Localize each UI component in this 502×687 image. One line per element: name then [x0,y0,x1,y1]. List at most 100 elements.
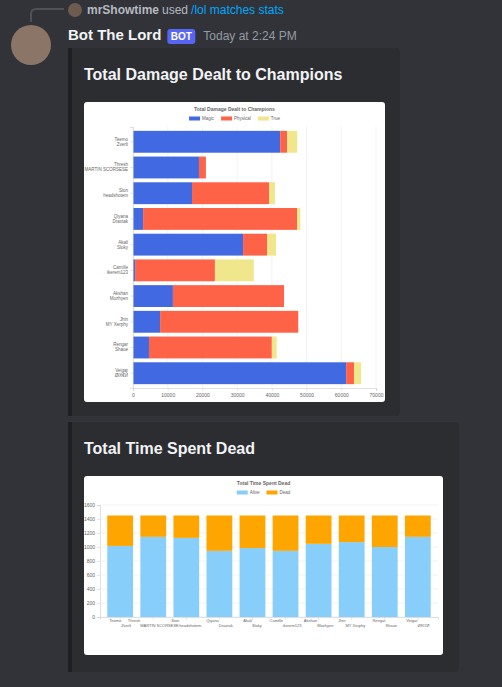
tick-label: AkshanMozhyen [304,618,334,628]
reply-command: /lol matches stats [191,3,284,17]
legend-item: Physical [221,116,251,121]
tick-label-line: Sion [171,618,179,623]
tick-label: 40000 [265,392,279,398]
tick: 1600 [84,502,100,508]
bar [405,537,431,617]
tick: AkshanMozhyen [304,617,334,628]
tick-mark [97,603,100,604]
bar [133,157,199,179]
tick-mark [97,617,100,618]
timestamp: Today at 2:24 PM [203,29,296,43]
bar [298,311,299,333]
tick-label: 600 [87,572,96,578]
tick-label-line: Sloky [252,623,262,628]
tick: 400 [87,586,100,592]
tick-label-line: ikerem123 [107,270,129,275]
tick-mark [252,617,253,620]
tick-label-line: Veigar [406,618,418,623]
bar [133,337,149,359]
tick-mark [186,617,187,620]
tick-label: VeigarØłX€Й [406,618,429,628]
tick-label-line: Shaue [386,623,398,628]
plot: 010000200003000040000500006000070000Teem… [85,127,384,398]
tick-label-line: ikerem123 [283,623,302,628]
tick: TeemoZverlt [114,137,133,147]
tick-mark [351,617,352,620]
grid-line [376,127,377,388]
bar [143,208,297,230]
bar [339,516,365,543]
tick: QiyanaDraxtak [112,214,133,224]
tick-mark [97,561,100,562]
value-axis: 02004006008001000120014001600 [84,502,101,620]
axis-line [130,128,134,389]
tick-label: AkaliSloky [117,240,129,250]
bar [346,362,354,384]
tick-mark [130,167,133,168]
bar [240,516,266,549]
tick-label: ThreshMARTIN SCORSESE [128,618,179,628]
bar [273,516,299,551]
tick: RengarShaue [372,617,397,628]
reply-text: used [162,3,188,17]
legend-item: True [258,116,281,121]
legend-swatch [258,117,269,121]
tick-label: RengarShaue [372,618,397,628]
value-axis: 010000200003000040000500006000070000 [132,388,384,398]
tick-label: RengarShaue [113,342,128,352]
tick-label: 1200 [84,530,95,536]
reply-user: mrShowtime [87,3,159,17]
tick-mark [168,388,169,391]
tick-label: 60000 [335,392,349,398]
tick-mark [97,519,100,520]
bar [243,234,267,256]
chart: Total Damage Dealt to ChampionsMagicPhys… [84,102,385,402]
tick: 800 [87,558,100,564]
chart-title: Total Time Spent Dead [237,480,290,486]
bar [199,157,206,179]
bar [133,131,280,153]
tick-label: JhinMY Xerphy [106,317,129,327]
bar [354,362,361,384]
tick-label-line: Camille [270,618,284,623]
tick: 1000 [84,544,100,550]
bar [267,234,276,256]
legend-label: Dead [280,490,291,495]
bot-badge: BOT [171,31,192,42]
tick-label-line: MY Xerphy [106,322,129,327]
tick: 50000 [300,388,314,398]
tick-label: 1600 [84,502,95,508]
tick-label-line: Shaue [115,347,129,352]
tick-mark [97,589,100,590]
tick-label: 200 [87,600,96,606]
tick-mark [219,617,220,620]
bar [215,259,254,281]
tick: Camilleikerem123 [270,617,303,628]
embed-title: Total Damage Dealt to Champions [84,66,343,83]
bar [133,208,143,230]
bar [192,182,269,204]
tick-label: TeemoZverlt [114,137,128,147]
tick-mark [130,218,133,219]
tick-label: QiyanaDraxtak [112,214,128,224]
bar [133,362,346,384]
legend-label: True [271,116,281,121]
tick: AkshanMozhyen [110,291,133,301]
tick-label: 0 [132,392,135,398]
author-avatar [11,25,51,65]
tick: 1400 [84,516,100,522]
tick: AkaliSloky [117,240,133,250]
bar [173,538,199,617]
bar [160,311,298,333]
tick-label: 800 [87,558,96,564]
tick-label: AkshanMozhyen [110,291,129,301]
tick: 30000 [231,388,245,398]
chart-background [84,476,443,655]
tick-label-line: Rengar [372,618,386,623]
legend-label: Magic [202,116,215,121]
tick-label: 10000 [161,392,175,398]
tick-label-line: Jhin [338,618,345,623]
bar [206,516,232,551]
bar [205,157,206,179]
tick: 200 [87,600,100,606]
